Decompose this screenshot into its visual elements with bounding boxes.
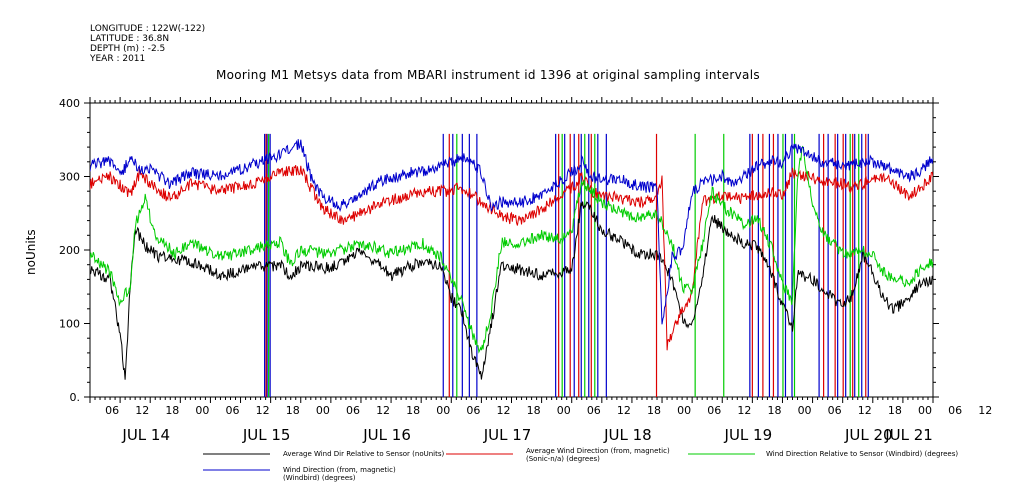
x-hour-label: 12 <box>497 404 511 417</box>
legend-label-series-1: Average Wind Direction (from, magnetic) … <box>526 447 670 463</box>
x-hour-label: 06 <box>707 404 721 417</box>
x-hour-label: 18 <box>406 404 420 417</box>
y-tick-label: 200 <box>59 244 80 257</box>
series-line-2 <box>90 145 933 354</box>
x-day-label: JUL 14 <box>121 426 170 444</box>
y-tick-label: 400 <box>59 97 80 110</box>
series-layer <box>90 139 933 380</box>
x-hour-label: 18 <box>165 404 179 417</box>
y-tick-label: 100 <box>59 318 80 331</box>
y-axis-label: noUnits <box>24 229 38 275</box>
x-hour-label: 18 <box>767 404 781 417</box>
x-day-label: JUL 20 <box>844 426 893 444</box>
meta-year: YEAR : 2011 <box>90 54 146 64</box>
spike-layer <box>264 133 869 397</box>
legend-label-series-2: Wind Direction Relative to Sensor (Windb… <box>766 450 959 458</box>
x-hour-label: 06 <box>828 404 842 417</box>
legend-label-series-3: Wind Direction (from, magnetic) (Windbir… <box>283 466 396 482</box>
x-hour-label: 06 <box>587 404 601 417</box>
x-hour-label: 12 <box>978 404 992 417</box>
meta-depth: DEPTH (m) : -2.5 <box>90 44 166 54</box>
chart-title: Mooring M1 Metsys data from MBARI instru… <box>216 68 760 82</box>
x-hour-label: 12 <box>256 404 270 417</box>
x-hour-label: 00 <box>436 404 450 417</box>
meta-latitude: LATITUDE : 36.8N <box>90 34 170 44</box>
x-hour-label: 06 <box>466 404 480 417</box>
x-hour-label: 12 <box>617 404 631 417</box>
x-hour-label: 00 <box>316 404 330 417</box>
x-day-label: JUL 15 <box>242 426 291 444</box>
x-hour-label: 12 <box>737 404 751 417</box>
plot-frame <box>89 102 934 398</box>
x-hour-label: 00 <box>798 404 812 417</box>
x-day-label: JUL 18 <box>603 426 652 444</box>
x-hour-label: 06 <box>105 404 119 417</box>
series-line-1 <box>90 165 933 351</box>
x-hour-label: 00 <box>557 404 571 417</box>
x-day-label: JUL 21 <box>884 426 933 444</box>
x-hour-label: 18 <box>888 404 902 417</box>
x-day-label: JUL 16 <box>362 426 411 444</box>
legend <box>203 453 755 471</box>
x-hour-label: 00 <box>677 404 691 417</box>
plot-area <box>89 102 934 398</box>
x-hour-label: 18 <box>527 404 541 417</box>
x-hour-label: 00 <box>195 404 209 417</box>
series-line-0 <box>90 201 933 380</box>
x-hour-label: 18 <box>647 404 661 417</box>
x-hour-label: 12 <box>135 404 149 417</box>
x-hour-label: 00 <box>918 404 932 417</box>
axes: 0. 100 200 300 400 06 12 18 00 06 12 18 00 06 12 18 00 06… <box>59 97 1009 444</box>
y-tick-label: 300 <box>59 171 80 184</box>
x-hour-label: 06 <box>948 404 962 417</box>
x-hour-label: 12 <box>858 404 872 417</box>
x-hour-label: 06 <box>346 404 360 417</box>
x-hour-label: 12 <box>376 404 390 417</box>
legend-label-series-0: Average Wind Dir Relative to Sensor (noU… <box>283 450 445 458</box>
y-tick-label: 0. <box>70 391 81 404</box>
series-line-3 <box>90 139 933 325</box>
meta-longitude: LONGITUDE : 122W(-122) <box>90 24 206 34</box>
x-day-label: JUL 19 <box>724 426 773 444</box>
x-hour-label: 06 <box>226 404 240 417</box>
x-hour-label: 18 <box>286 404 300 417</box>
x-day-label: JUL 17 <box>483 426 532 444</box>
